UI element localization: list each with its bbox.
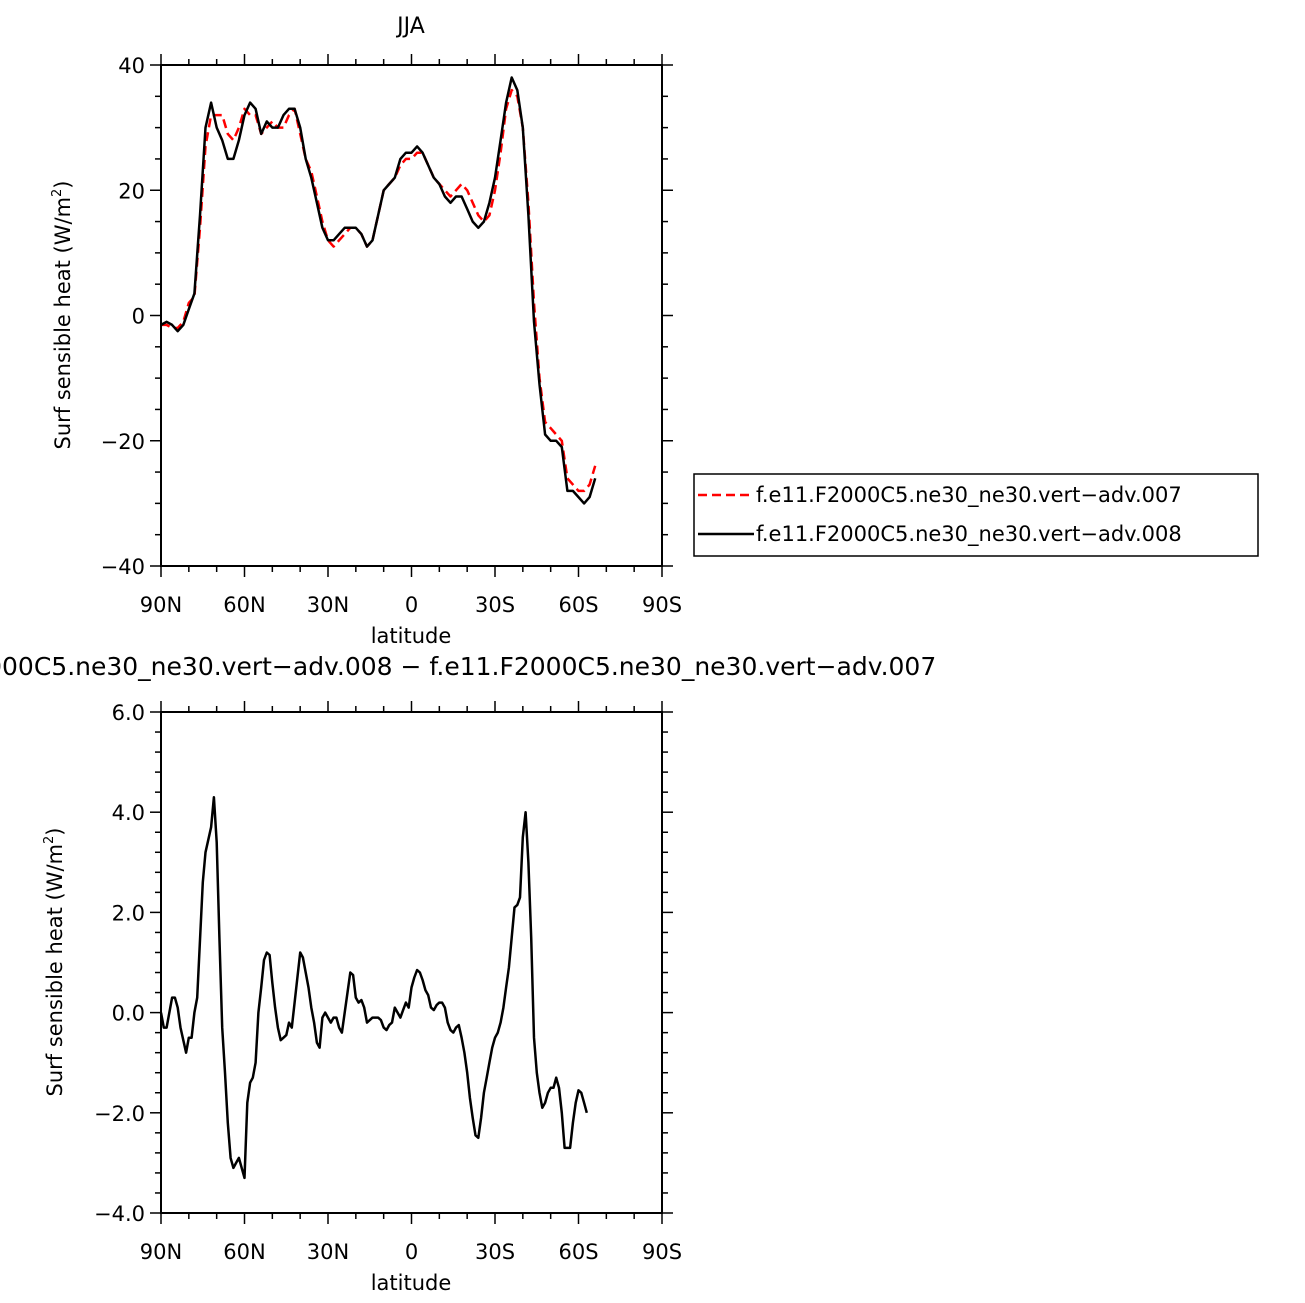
panel-top-xtick-label: 90N	[140, 593, 182, 617]
panel-top-ytick-label: 20	[118, 179, 145, 203]
panel-bottom-xtick-label: 90S	[642, 1240, 682, 1264]
panel-bottom-xtick-label: 30N	[307, 1240, 349, 1264]
panel-bottom-xlabel: latitude	[371, 1271, 452, 1295]
panel-bottom-title: f.e11.F2000C5.ne30_ne30.vert−adv.008 − f…	[0, 652, 936, 681]
panel-top-tick-labels: 90N 60N 30N 0 30S 60S 90S −40 −20 0 20 40	[101, 54, 682, 617]
panel-bottom-ytick-label: 0.0	[112, 1002, 145, 1026]
panel-top-xtick-label: 90S	[642, 593, 682, 617]
panel-top-ticks	[150, 54, 673, 577]
legend-box	[693, 473, 1259, 557]
panel-top-series-line-1	[160, 76, 597, 505]
legend-label-008: f.e11.F2000C5.ne30_ne30.vert−adv.008	[756, 522, 1182, 547]
panel-top-title: JJA	[395, 14, 425, 39]
panel-top-xlabel: latitude	[371, 624, 452, 648]
legend: f.e11.F2000C5.ne30_ne30.vert−adv.007 f.e…	[693, 473, 1259, 557]
panel-top-ylabel: Surf sensible heat (W/m2)	[50, 180, 75, 449]
panel-top-xtick-label: 0	[405, 593, 418, 617]
panel-top-xtick-label: 30S	[475, 593, 515, 617]
panel-top-ytick-label: 40	[118, 54, 145, 78]
panel-top-xtick-label: 60S	[558, 593, 598, 617]
panel-top: JJA 90N 60N 30N 0 30S 60S 90S −40 −20 0 20 40 latit…	[50, 14, 682, 648]
panel-bottom: f.e11.F2000C5.ne30_ne30.vert−adv.008 − f…	[0, 652, 936, 1295]
panel-bottom-xtick-label: 30S	[475, 1240, 515, 1264]
panel-bottom-ytick-label: 2.0	[112, 901, 145, 925]
panel-top-xtick-label: 60N	[223, 593, 265, 617]
panel-top-series	[160, 76, 597, 505]
panel-bottom-series-line-0	[159, 795, 589, 1180]
panel-bottom-ytick-label: −4.0	[94, 1202, 145, 1226]
panel-bottom-xtick-label: 90N	[140, 1240, 182, 1264]
panel-top-frame	[160, 64, 663, 567]
panel-bottom-tick-labels: 90N 60N 30N 0 30S 60S 90S −4.0 −2.0 0.0 2.0 4.0 6.0	[94, 701, 682, 1264]
panel-bottom-xtick-label: 0	[405, 1240, 418, 1264]
panel-bottom-ytick-label: 6.0	[112, 701, 145, 725]
panel-bottom-frame	[160, 711, 663, 1214]
panel-bottom-xtick-label: 60S	[558, 1240, 598, 1264]
panel-bottom-ytick-label: 4.0	[112, 801, 145, 825]
legend-label-007: f.e11.F2000C5.ne30_ne30.vert−adv.007	[756, 483, 1182, 508]
panel-bottom-ylabel: Surf sensible heat (W/m2)	[42, 827, 67, 1096]
panel-top-ytick-label: −20	[101, 430, 145, 454]
panel-top-xtick-label: 30N	[307, 593, 349, 617]
panel-bottom-series	[159, 795, 589, 1180]
panel-top-ytick-label: −40	[101, 555, 145, 579]
panel-bottom-ytick-label: −2.0	[94, 1102, 145, 1126]
panel-bottom-xtick-label: 60N	[223, 1240, 265, 1264]
panel-top-ytick-label: 0	[132, 305, 145, 329]
